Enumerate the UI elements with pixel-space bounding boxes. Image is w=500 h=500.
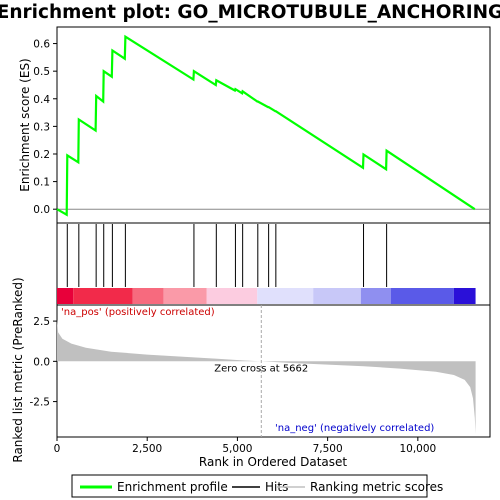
es-y-axis: 0.0 0.1 0.2 0.3 0.4 0.5 0.6 [33, 39, 57, 216]
es-y-tick-label: 0.6 [33, 39, 50, 51]
hits-panel [56, 222, 491, 306]
legend: Enrichment profile Hits Ranking metric s… [71, 474, 443, 498]
color-bar-segment [453, 288, 476, 304]
es-y-axis-label: Enrichment score (ES) [18, 58, 32, 191]
legend-box [71, 474, 428, 498]
legend-enrichment-label: Enrichment profile [117, 480, 228, 494]
x-axis-label: Rank in Ordered Dataset [199, 455, 347, 469]
hit-markers [66, 224, 388, 287]
rm-y-axis-label: Ranked list metric (PreRanked) [11, 277, 25, 462]
es-y-tick-label: 0.0 [33, 204, 50, 216]
es-y-tick-label: 0.5 [33, 66, 50, 78]
color-bar-segment [163, 288, 207, 304]
color-bar-segment [132, 288, 164, 304]
x-tick-label: 10,000 [399, 443, 436, 455]
color-bar-segment [390, 288, 454, 304]
enrichment-profile-line [56, 34, 476, 217]
x-tick-label: 7,500 [313, 443, 343, 455]
rm-y-tick-label: -2.5 [30, 397, 51, 409]
positive-correlation-label: 'na_pos' (positively correlated) [61, 307, 215, 318]
es-y-tick-label: 0.4 [33, 94, 50, 106]
enrichment-panel-frame [56, 26, 491, 224]
rm-y-tick-label: 0.0 [33, 356, 50, 368]
es-y-tick-label: 0.3 [33, 121, 50, 133]
zero-cross-label: Zero cross at 5662 [214, 363, 308, 374]
rm-y-axis: 2.5 0.0 -2.5 [30, 316, 57, 409]
es-y-tick-label: 0.1 [33, 177, 50, 189]
chart-title: Enrichment plot: GO_MICROTUBULE_ANCHORIN… [0, 2, 500, 23]
color-bar-segment [57, 288, 74, 304]
x-tick-label: 2,500 [132, 443, 162, 455]
x-tick-label: 0 [54, 443, 61, 455]
color-bar-segment [257, 288, 314, 304]
color-bar-segment [360, 288, 391, 304]
ranked-metric-panel-frame [56, 304, 491, 438]
negative-correlation-label: 'na_neg' (negatively correlated) [275, 423, 434, 434]
es-y-tick-label: 0.2 [33, 149, 50, 161]
x-tick-label: 5,000 [222, 443, 252, 455]
legend-ranking-label: Ranking metric scores [310, 480, 443, 494]
rank-color-bar [57, 288, 476, 304]
rm-y-tick-label: 2.5 [33, 316, 50, 328]
color-bar-segment [73, 288, 133, 304]
color-bar-segment [206, 288, 258, 304]
color-bar-segment [313, 288, 361, 304]
enrichment-panel: 0.0 0.1 0.2 0.3 0.4 0.5 0.6 Enrichment score (… [18, 26, 491, 224]
x-axis: 0 2,500 5,000 7,500 10,000 [54, 437, 436, 455]
ranked-metric-panel: 2.5 0.0 -2.5 Zero cross at 5662 'na_pos' (… [11, 277, 491, 463]
legend-hits-label: Hits [265, 480, 288, 494]
